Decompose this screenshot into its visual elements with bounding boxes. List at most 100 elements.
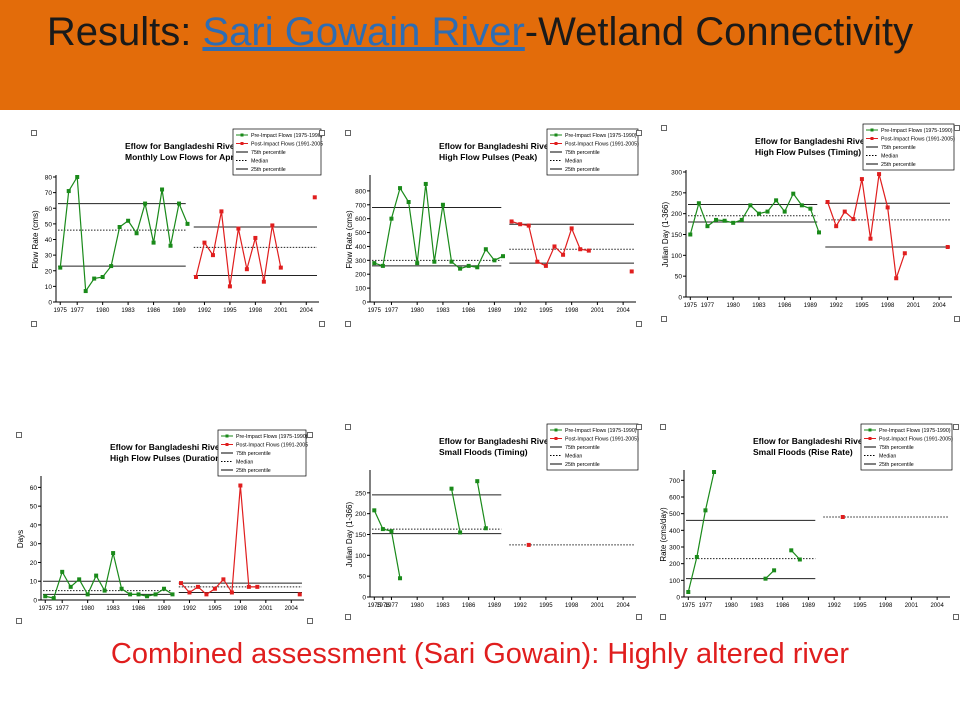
data-point <box>185 221 190 226</box>
chart-subtitle: Small Floods (Timing) <box>439 447 528 457</box>
x-tick-label: 1983 <box>752 303 766 309</box>
data-point <box>406 200 411 204</box>
selection-handle[interactable] <box>660 424 666 430</box>
chart-subtitle: High Flow Pulses (Duration) <box>110 453 224 463</box>
chart-title: Eflow for Bangladeshi Rivers <box>439 141 557 151</box>
legend-marker <box>554 142 558 145</box>
x-tick-label: 1992 <box>513 603 527 609</box>
x-tick-label: 1975 <box>682 603 696 609</box>
data-point <box>458 530 463 535</box>
data-point <box>518 222 523 227</box>
x-tick-label: 1995 <box>539 603 553 609</box>
data-point <box>945 245 950 249</box>
selection-handle[interactable] <box>636 424 642 430</box>
y-tick-label: 200 <box>669 561 680 568</box>
data-point <box>210 253 215 258</box>
y-tick-label: 200 <box>671 211 682 218</box>
selection-handle[interactable] <box>953 614 959 620</box>
selection-handle[interactable] <box>636 130 642 136</box>
data-point <box>561 252 566 257</box>
selection-handle[interactable] <box>16 432 22 438</box>
selection-handle[interactable] <box>954 125 960 131</box>
y-tick-label: 250 <box>671 190 682 197</box>
data-point <box>270 223 275 228</box>
selection-handle[interactable] <box>345 321 351 327</box>
data-point <box>859 177 864 182</box>
data-point <box>834 224 839 229</box>
legend-label: Post-Impact Flows (1991-2005) <box>881 137 955 143</box>
y-tick-label: 10 <box>45 284 53 291</box>
selection-handle[interactable] <box>31 321 37 327</box>
x-tick-label: 2004 <box>285 606 299 612</box>
selection-handle[interactable] <box>31 130 37 136</box>
chart-subtitle: High Flow Pulses (Timing) <box>755 147 861 157</box>
x-tick-label: 1977 <box>385 308 399 314</box>
data-point <box>109 264 114 269</box>
data-point <box>763 576 768 581</box>
data-point <box>543 263 548 268</box>
data-point <box>202 240 207 245</box>
selection-handle[interactable] <box>661 316 667 322</box>
data-point <box>238 483 243 488</box>
data-point <box>389 216 394 221</box>
selection-handle[interactable] <box>319 130 325 136</box>
x-tick-label: 1995 <box>208 606 222 612</box>
data-point <box>449 259 454 264</box>
x-tick-label: 1998 <box>565 308 579 314</box>
title-bar <box>0 0 960 110</box>
data-point <box>75 175 80 179</box>
x-tick-label: 1975 <box>39 606 53 612</box>
y-axis-label: Days <box>16 530 25 548</box>
y-tick-label: 500 <box>355 230 366 237</box>
selection-handle[interactable] <box>345 614 351 620</box>
data-point <box>380 527 385 532</box>
selection-handle[interactable] <box>636 614 642 620</box>
y-tick-label: 200 <box>355 511 366 518</box>
legend-label: 25th percentile <box>251 167 286 173</box>
selection-handle[interactable] <box>16 618 22 624</box>
selection-handle[interactable] <box>319 321 325 327</box>
selection-handle[interactable] <box>636 321 642 327</box>
x-tick-label: 1998 <box>881 303 895 309</box>
y-tick-label: 300 <box>669 545 680 552</box>
data-point <box>797 557 802 562</box>
series-line <box>450 488 461 533</box>
y-tick-label: 30 <box>45 253 53 260</box>
data-point <box>134 231 139 236</box>
x-tick-label: 1975 <box>54 308 68 314</box>
series-line <box>45 552 173 599</box>
series-line <box>827 173 906 279</box>
y-tick-label: 500 <box>669 511 680 518</box>
selection-handle[interactable] <box>345 130 351 136</box>
x-tick-label: 1983 <box>121 308 135 314</box>
legend-marker <box>868 437 872 440</box>
y-axis-label: Julian Day (1-366) <box>661 201 670 267</box>
selection-handle[interactable] <box>661 125 667 131</box>
data-point <box>475 265 480 270</box>
x-tick-label: 1995 <box>855 303 869 309</box>
series-line <box>687 471 715 593</box>
data-point <box>851 217 856 222</box>
legend-marker <box>225 443 229 446</box>
selection-handle[interactable] <box>307 618 313 624</box>
data-point <box>51 596 56 601</box>
data-point <box>68 584 73 589</box>
selection-handle[interactable] <box>345 424 351 430</box>
selection-handle[interactable] <box>660 614 666 620</box>
legend-label: 75th percentile <box>565 150 600 156</box>
data-point <box>432 259 437 264</box>
data-point <box>398 186 403 191</box>
selection-handle[interactable] <box>954 316 960 322</box>
selection-handle[interactable] <box>953 424 959 430</box>
x-tick-label: 1975 <box>368 603 382 609</box>
selection-handle[interactable] <box>307 432 313 438</box>
legend-label: Post-Impact Flows (1991-2005) <box>251 142 323 148</box>
legend-label: Post-Impact Flows (1991-2005) <box>236 443 308 449</box>
x-tick-label: 2001 <box>274 308 288 314</box>
legend-marker <box>554 133 558 137</box>
x-tick-label: 1992 <box>513 308 527 314</box>
title-river-link[interactable]: Sari Gowain River <box>202 10 525 54</box>
data-point <box>712 470 717 474</box>
data-point <box>415 261 420 266</box>
data-point <box>60 569 65 574</box>
